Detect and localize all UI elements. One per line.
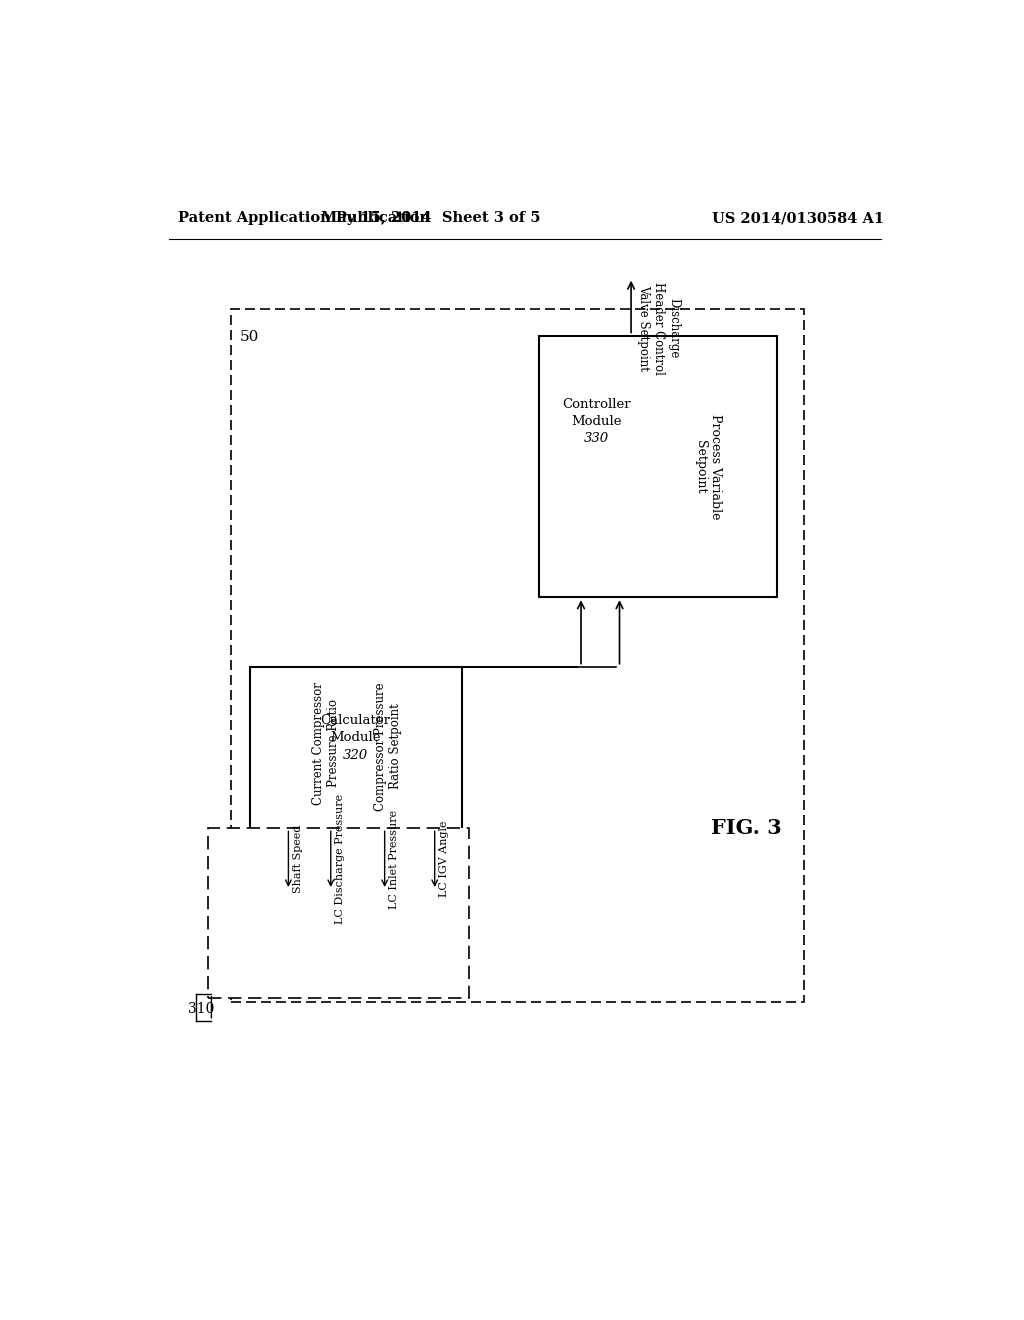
Text: Patent Application Publication: Patent Application Publication — [178, 211, 430, 226]
Text: Process Variable
Setpoint: Process Variable Setpoint — [694, 413, 722, 519]
Text: May 15, 2014  Sheet 3 of 5: May 15, 2014 Sheet 3 of 5 — [322, 211, 541, 226]
Text: Shaft Speed: Shaft Speed — [293, 825, 303, 894]
Bar — [230, 309, 804, 1002]
Text: Current Compressor
Pressure Ratio: Current Compressor Pressure Ratio — [312, 682, 340, 805]
Text: Calculator: Calculator — [321, 714, 390, 727]
Bar — [250, 667, 462, 890]
Text: LC Discharge Pressure: LC Discharge Pressure — [336, 795, 345, 924]
Text: Controller: Controller — [562, 399, 631, 412]
Text: Compressor Pressure
Ratio Setpoint: Compressor Pressure Ratio Setpoint — [374, 682, 401, 810]
Text: Module: Module — [330, 731, 381, 744]
Text: 320: 320 — [343, 750, 368, 763]
Text: Module: Module — [571, 416, 622, 428]
Text: FIG. 3: FIG. 3 — [712, 818, 782, 838]
Text: 330: 330 — [584, 432, 609, 445]
Bar — [208, 829, 469, 998]
Text: Discharge
Header Control
Valve Setpoint: Discharge Header Control Valve Setpoint — [637, 281, 680, 375]
Text: LC Inlet Pressure: LC Inlet Pressure — [389, 809, 399, 908]
Bar — [539, 335, 777, 598]
Text: US 2014/0130584 A1: US 2014/0130584 A1 — [712, 211, 884, 226]
Text: LC IGV Angle: LC IGV Angle — [439, 821, 450, 898]
Text: 310: 310 — [188, 1002, 215, 1016]
Text: 50: 50 — [240, 330, 259, 345]
